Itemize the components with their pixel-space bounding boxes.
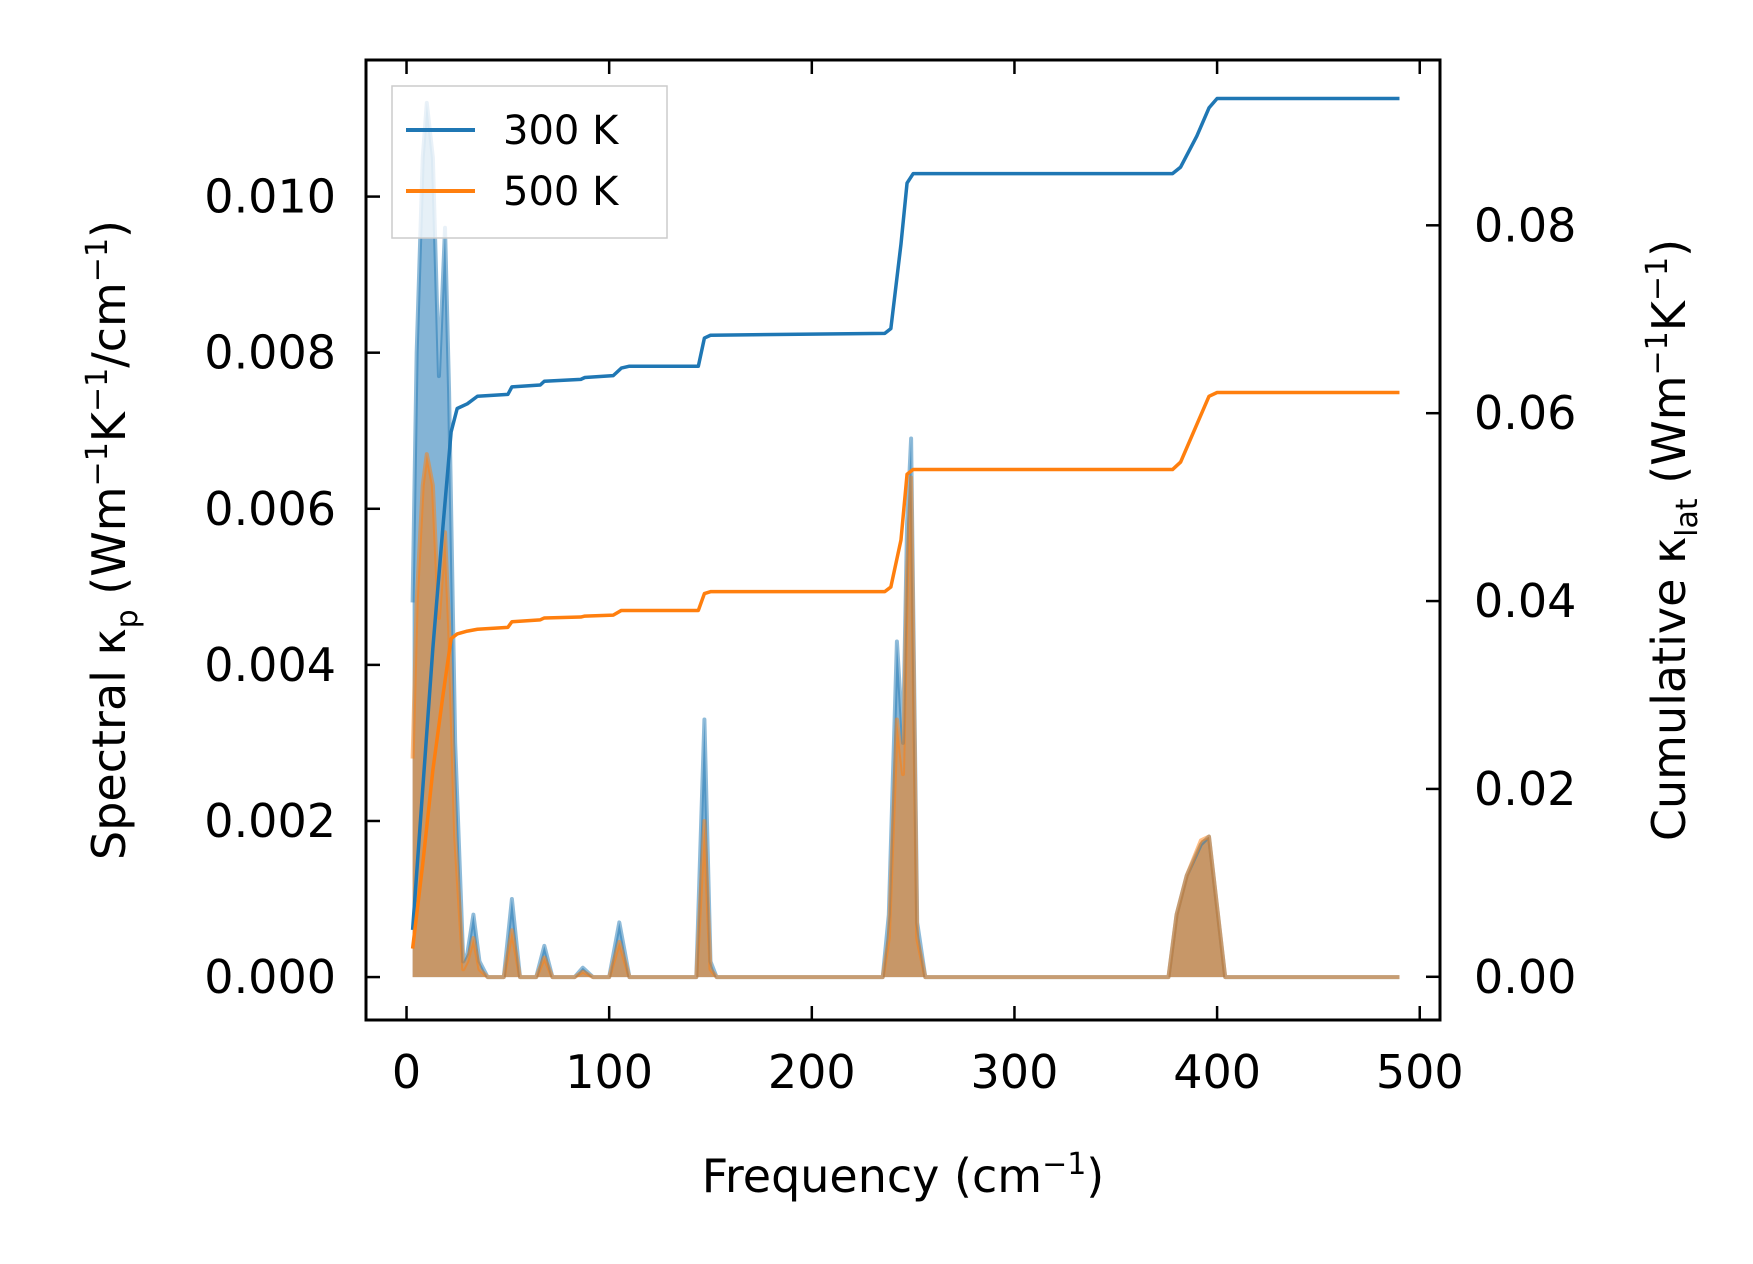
x-tick-label: 200 [768, 1045, 856, 1099]
tick-labels: 0 100 200 300 400 500 0.000 0.002 0.004 0.006 0.00… [204, 170, 1576, 1099]
y-tick-label-left: 0.006 [204, 482, 336, 536]
legend-label-300k: 300 K [503, 108, 620, 154]
y-axis-title-right: Cumulative κlat (Wm−1K−1) [1640, 239, 1705, 841]
x-tick-label: 500 [1376, 1045, 1464, 1099]
axes-frame [364, 58, 1442, 1022]
y-tick-label-left: 0.000 [204, 950, 336, 1004]
x-tick-label: 100 [565, 1045, 653, 1099]
axis-ticks [366, 60, 1440, 1020]
legend-label-500k: 500 K [503, 169, 620, 215]
y-tick-label-right: 0.02 [1474, 762, 1576, 816]
cumulative-lines [410, 96, 1400, 949]
legend: 300 K 500 K [391, 85, 668, 239]
x-tick-label: 300 [971, 1045, 1059, 1099]
y-tick-label-left: 0.008 [204, 326, 336, 380]
spectral-line-500k [410, 452, 1400, 980]
cumulative-line-500k [410, 390, 1400, 949]
spectral-lines [410, 100, 1400, 980]
x-tick-label: 400 [1173, 1045, 1261, 1099]
y-tick-label-right: 0.08 [1474, 198, 1576, 252]
legend-box [391, 85, 668, 239]
y-tick-label-left: 0.002 [204, 794, 336, 848]
y-tick-label-right: 0.06 [1474, 386, 1576, 440]
y-tick-label-left: 0.004 [204, 638, 336, 692]
y-tick-label-right: 0.04 [1474, 574, 1576, 628]
y-tick-label-left: 0.010 [204, 170, 336, 224]
y-axis-title-left: Spectral κp (Wm−1K−1/cm−1) [80, 220, 145, 860]
y-tick-label-right: 0.00 [1474, 950, 1576, 1004]
x-tick-label: 0 [392, 1045, 421, 1099]
x-axis-title: Frequency (cm−1) [702, 1147, 1105, 1203]
cumulative-line-300k [410, 96, 1400, 930]
